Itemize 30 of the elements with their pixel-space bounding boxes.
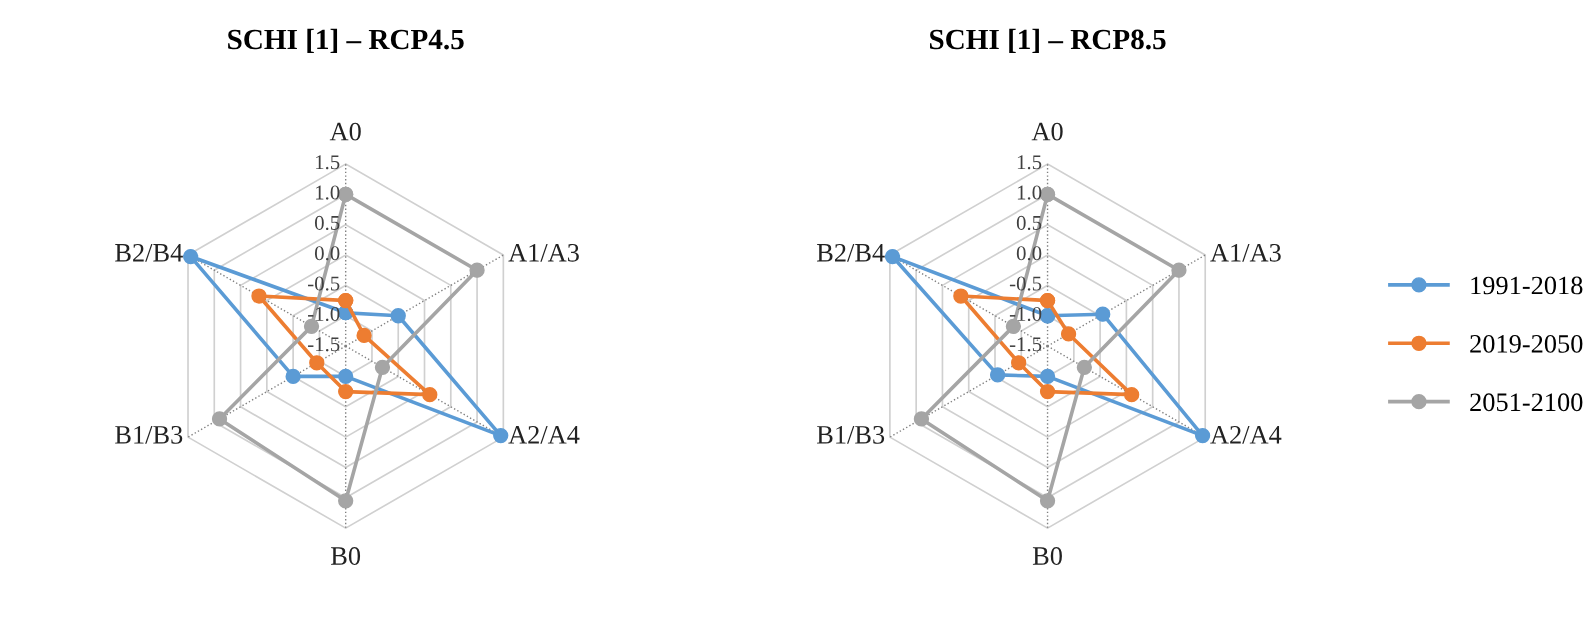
spoke-label: B2/B4 [115, 243, 183, 262]
spoke-label: B0 [331, 547, 361, 565]
y-tick-label: 0.5 [1016, 215, 1042, 231]
y-tick-label: 0.5 [314, 215, 340, 231]
legend-label: 1991-2018 [1471, 276, 1583, 295]
y-tick-label: 0.0 [314, 246, 340, 261]
spoke-label: B1/B3 [115, 425, 183, 444]
spoke-label: A2/A4 [508, 425, 580, 444]
y-tick-label: -1.5 [1009, 337, 1042, 352]
legend-label: 2051-2100 [1470, 393, 1583, 412]
y-tick-label: 1.5 [1017, 155, 1042, 170]
spoke-label: A2/A4 [1210, 425, 1282, 444]
y-tick-label: -1.0 [308, 306, 340, 322]
spoke-label: B1/B3 [816, 425, 885, 444]
y-tick-label: -1.5 [308, 337, 340, 352]
spoke-label: A1/A3 [508, 243, 579, 262]
y-tick-label: -0.5 [308, 276, 340, 291]
y-tick-label: -0.5 [1009, 276, 1042, 291]
spoke-label: A0 [329, 122, 361, 141]
spoke-label: B0 [1032, 547, 1062, 565]
y-tick-label: 0.0 [1016, 246, 1042, 261]
y-tick-label: 1.0 [1017, 185, 1042, 200]
chart-title: SCHI [1] – RCP8.5 [930, 28, 1166, 53]
y-tick-label: 1.0 [316, 185, 340, 200]
spoke-label: A0 [1031, 122, 1063, 141]
y-tick-label: 1.5 [316, 155, 340, 170]
chart-title: SCHI [1] – RCP4.5 [228, 28, 464, 53]
spoke-label: B2/B4 [816, 243, 885, 262]
legend-label: 2019-2050 [1470, 334, 1583, 353]
spoke-label: A1/A3 [1210, 243, 1281, 262]
